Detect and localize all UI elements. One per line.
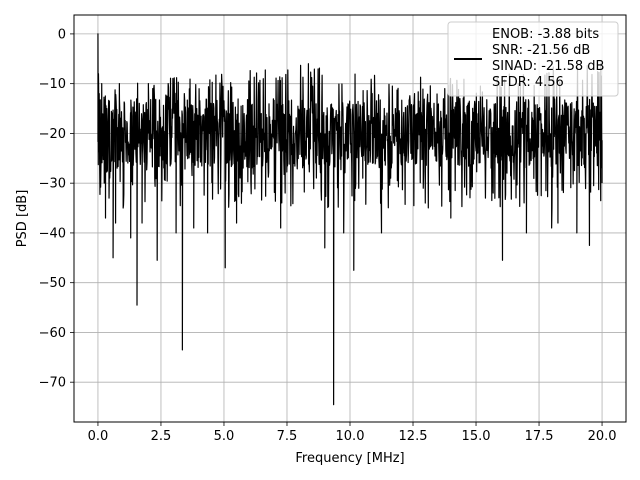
x-tick-label: 7.5 <box>277 429 298 444</box>
y-tick-label: −50 <box>39 276 66 291</box>
legend-line-3: SINAD: -21.58 dB <box>492 59 604 74</box>
y-tick-label: −30 <box>39 177 66 192</box>
x-tick-label: 12.5 <box>399 429 428 444</box>
y-tick-label: −40 <box>39 226 66 241</box>
y-tick-label: −10 <box>39 77 66 92</box>
legend-line-2: SNR: -21.56 dB <box>492 43 590 58</box>
x-axis-label: Frequency [MHz] <box>295 451 404 466</box>
x-tick-label: 5.0 <box>214 429 235 444</box>
legend-box <box>447 21 619 97</box>
legend-line-4: SFDR: 4.56 <box>492 75 564 90</box>
x-tick-label: 20.0 <box>588 429 617 444</box>
x-tick-label: 0.0 <box>88 429 109 444</box>
y-axis-label: PSD [dB] <box>15 190 30 248</box>
y-axis-ticks: 0 −10 −20 −30 −40 −50 −60 −70 <box>39 27 74 391</box>
x-tick-label: 2.5 <box>151 429 172 444</box>
y-tick-label: −70 <box>39 376 66 391</box>
x-axis-ticks: 0.0 2.5 5.0 7.5 10.0 12.5 15.0 17.5 20.0 <box>88 422 617 444</box>
psd-series <box>97 33 603 406</box>
y-tick-label: −60 <box>39 326 66 341</box>
psd-trace <box>97 33 603 406</box>
legend: ENOB: -3.88 bits SNR: -21.56 dB SINAD: -21… <box>447 21 619 97</box>
x-tick-label: 17.5 <box>525 429 554 444</box>
x-tick-label: 10.0 <box>336 429 365 444</box>
y-tick-label: 0 <box>58 27 66 42</box>
x-tick-label: 15.0 <box>462 429 491 444</box>
y-tick-label: −20 <box>39 127 66 142</box>
legend-text: ENOB: -3.88 bits SNR: -21.56 dB SINAD: -21… <box>492 27 604 90</box>
legend-line-1: ENOB: -3.88 bits <box>492 27 599 42</box>
